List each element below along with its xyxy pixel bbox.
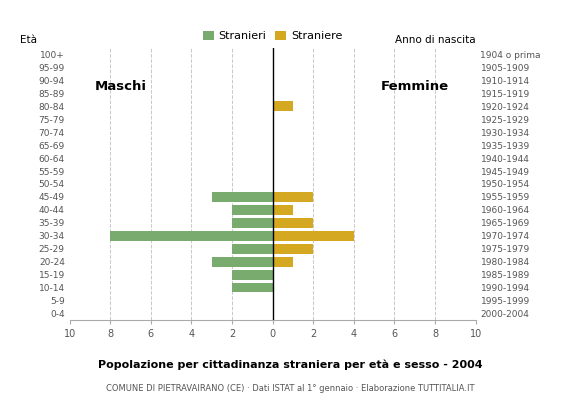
Bar	[273, 102, 293, 111]
Bar	[232, 270, 273, 280]
Bar	[273, 244, 313, 254]
Bar	[232, 205, 273, 215]
Bar	[273, 218, 313, 228]
Legend: Stranieri, Straniere: Stranieri, Straniere	[198, 26, 347, 46]
Text: Femmine: Femmine	[380, 80, 449, 93]
Text: COMUNE DI PIETRAVAIRANO (CE) · Dati ISTAT al 1° gennaio · Elaborazione TUTTITALI: COMUNE DI PIETRAVAIRANO (CE) · Dati ISTA…	[106, 384, 474, 393]
Bar	[232, 218, 273, 228]
Bar	[232, 283, 273, 292]
Bar	[273, 257, 293, 266]
Bar	[110, 231, 273, 241]
Bar	[212, 192, 273, 202]
Bar	[212, 257, 273, 266]
Bar	[232, 244, 273, 254]
Bar	[273, 192, 313, 202]
Text: Maschi: Maschi	[95, 80, 146, 93]
Bar	[273, 231, 354, 241]
Text: Popolazione per cittadinanza straniera per età e sesso - 2004: Popolazione per cittadinanza straniera p…	[97, 360, 483, 370]
Text: Anno di nascita: Anno di nascita	[395, 35, 476, 45]
Bar	[273, 205, 293, 215]
Text: Età: Età	[20, 35, 37, 45]
